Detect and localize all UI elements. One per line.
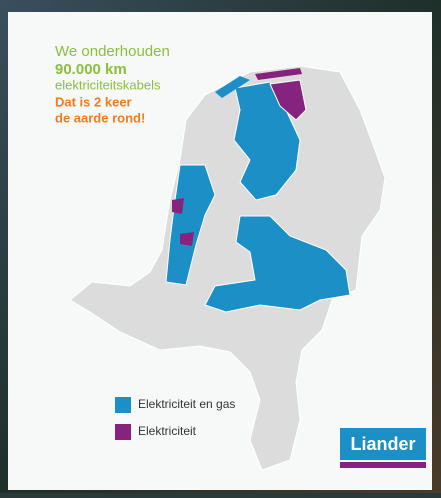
legend-swatch (115, 397, 131, 413)
headline-highlight: de aarde rond! (55, 110, 145, 125)
page: We onderhouden 90.000 km elektriciteitsk… (0, 0, 441, 493)
logo-text: Liander (350, 434, 415, 454)
infographic: We onderhouden 90.000 km elektriciteitsk… (0, 0, 441, 493)
headline-highlight: Dat is 2 keer (55, 94, 132, 109)
legend-label: Elektriciteit (138, 424, 197, 438)
region-small-1 (172, 198, 184, 214)
headline-line: We onderhouden (55, 43, 170, 60)
legend-swatch (115, 424, 131, 440)
headline-figure: 90.000 km (55, 61, 127, 78)
legend-label: Elektriciteit en gas (138, 397, 235, 411)
logo-stripe (340, 462, 426, 468)
region-small-2 (180, 232, 194, 246)
headline-line: elektriciteitskabels (55, 77, 161, 92)
